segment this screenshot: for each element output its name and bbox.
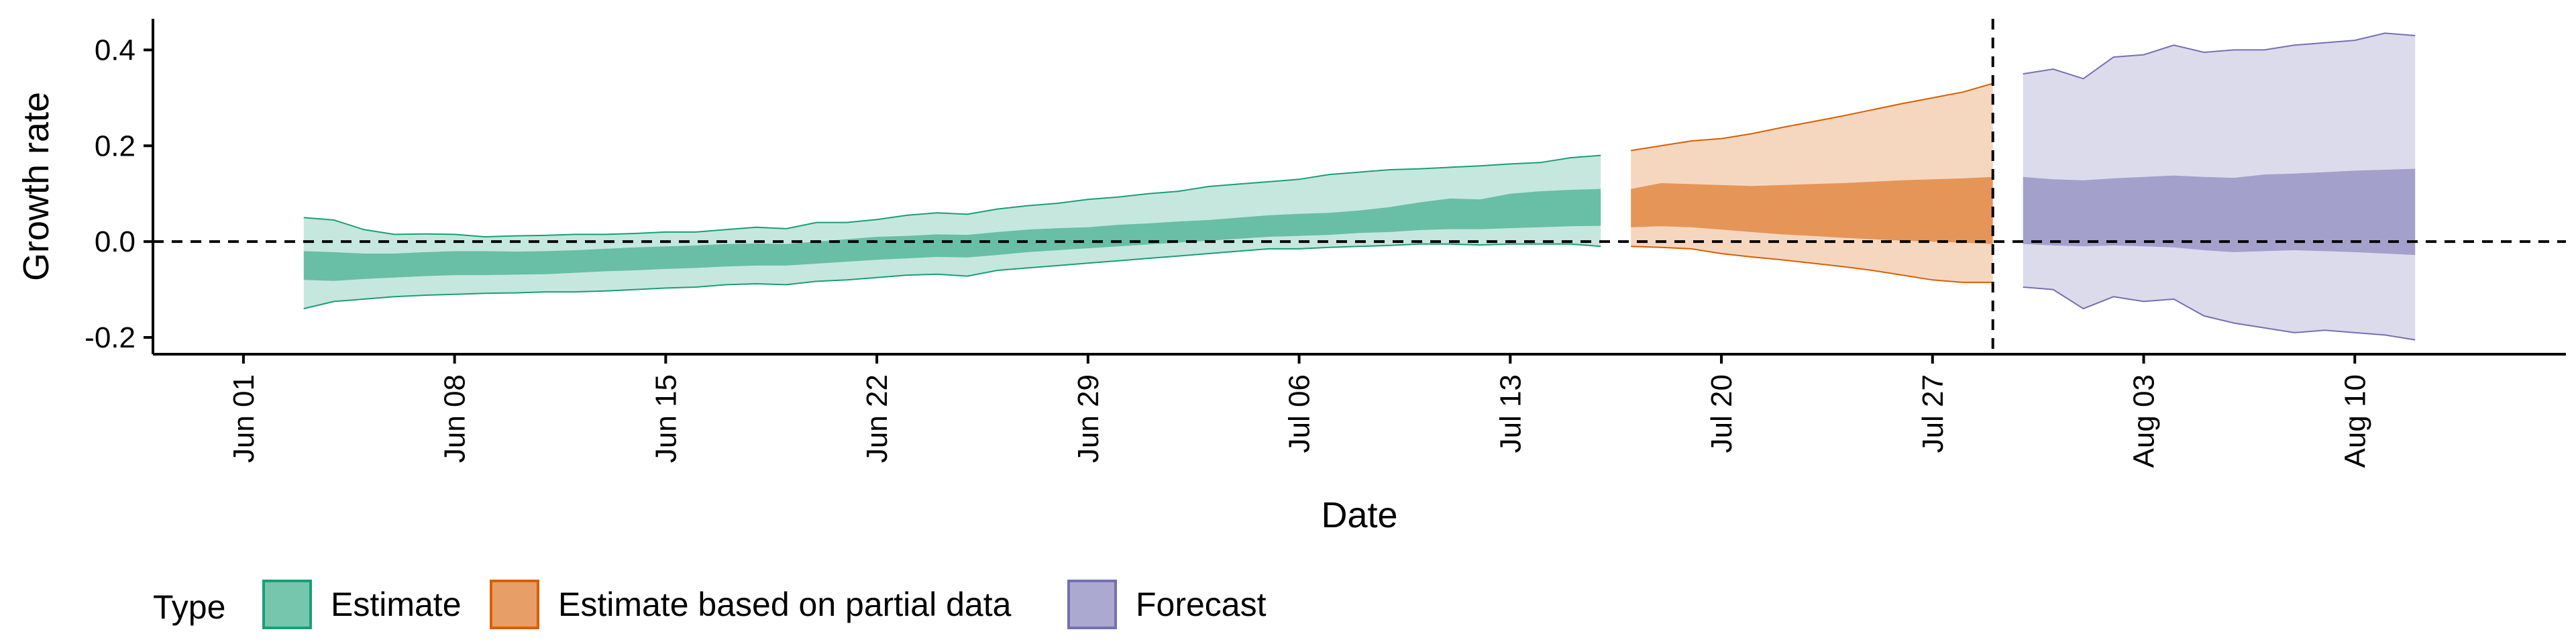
inner-interval-band [1631, 176, 1993, 244]
y-tick-label: 0.2 [95, 129, 136, 162]
inner-interval-band [2023, 168, 2416, 256]
outer-interval-band [303, 155, 1601, 309]
legend-label: Forecast [1136, 586, 1267, 623]
legend-label: Estimate based on partial data [558, 586, 1012, 623]
y-tick-label: 0.4 [95, 34, 136, 66]
outer-lower-line [2023, 286, 2416, 341]
x-axis-ticks: Jun 01 Jun 08 Jun 15 Jun 22 Jun 29 Jul 06 Jul … [227, 354, 2371, 468]
legend-item: Forecast [1067, 580, 1267, 629]
series-estimate-based-on-partial-data [1631, 83, 1993, 283]
legend-swatch [262, 580, 312, 629]
x-axis-title: Date [1321, 495, 1397, 535]
outer-upper-line [1631, 83, 1993, 152]
legend-swatch [1067, 580, 1117, 629]
legend-title: Type [153, 588, 225, 626]
outer-lower-line [1631, 246, 1993, 283]
x-tick-label: Jul 06 [1283, 374, 1316, 453]
x-tick-label: Jul 27 [1917, 374, 1949, 453]
x-tick-label: Jun 22 [861, 374, 894, 463]
x-tick-label: Jul 13 [1494, 374, 1527, 453]
series-forecast [2023, 32, 2416, 341]
y-tick-label: -0.2 [85, 321, 136, 354]
inner-interval-band [303, 189, 1601, 281]
legend-swatch [490, 580, 539, 629]
plot-area [153, 19, 2566, 354]
legend-label: Estimate [331, 586, 462, 623]
x-tick-label: Jun 08 [439, 374, 472, 463]
x-tick-label: Aug 03 [2128, 374, 2161, 468]
x-tick-label: Jun 01 [227, 374, 260, 463]
x-tick-label: Jun 15 [649, 374, 682, 463]
series-estimate [303, 154, 1601, 310]
outer-lower-line [303, 243, 1601, 310]
x-tick-label: Jun 29 [1072, 374, 1105, 463]
y-axis-title: Growth rate [16, 92, 56, 281]
y-tick-label: 0.0 [95, 225, 136, 258]
x-tick-label: Jul 20 [1705, 374, 1738, 453]
outer-upper-line [303, 154, 1601, 238]
y-axis-ticks: 0.4 0.2 0.0 -0.2 [85, 34, 153, 354]
x-tick-label: Aug 10 [2339, 374, 2371, 468]
legend-item: Estimate based on partial data [490, 580, 1012, 629]
outer-upper-line [2023, 32, 2416, 80]
legend-item: Estimate [262, 580, 462, 629]
legend: Type Estimate Estimate based on partial d… [153, 580, 1267, 629]
